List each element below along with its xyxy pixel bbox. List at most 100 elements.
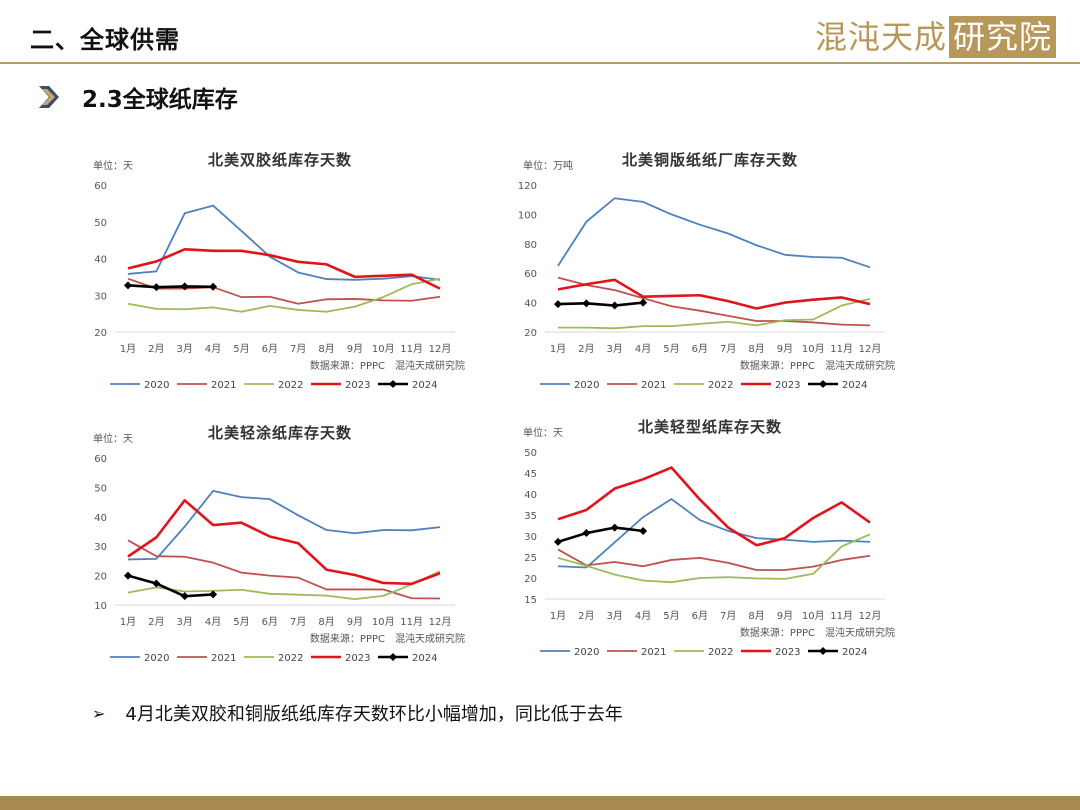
data-point-2024 [582, 299, 591, 308]
series-line-2024 [127, 284, 214, 289]
y-tick-label: 50 [524, 448, 537, 459]
y-tick-label: 30 [524, 532, 537, 543]
series-line-2024 [127, 574, 214, 598]
data-point-2024 [554, 300, 562, 309]
y-tick-label: 50 [94, 483, 107, 494]
data-point-2024 [152, 283, 161, 292]
series-line-2023 [127, 499, 441, 586]
x-tick-label: 1月 [550, 343, 566, 355]
y-tick-label: 60 [94, 181, 107, 192]
data-point-2024 [180, 282, 189, 291]
x-tick-label: 3月 [177, 343, 193, 355]
series-line-2022 [127, 277, 441, 313]
series-line-2023 [127, 248, 441, 290]
legend-marker [819, 647, 827, 655]
y-tick-label: 10 [94, 601, 107, 612]
source-label: 数据来源：PPPC 混沌天成研究院 [739, 628, 895, 639]
x-tick-label: 11月 [830, 343, 853, 355]
legend-label: 2022 [708, 380, 733, 391]
legend-label: 2021 [211, 653, 236, 664]
legend-label: 2023 [345, 380, 370, 391]
x-tick-label: 9月 [777, 343, 793, 355]
x-tick-label: 4月 [635, 343, 651, 355]
x-tick-label: 10月 [802, 343, 825, 355]
x-tick-label: 8月 [748, 343, 764, 355]
y-tick-label: 30 [94, 542, 107, 553]
series-line-2021 [557, 548, 871, 571]
summary-text: 4月北美双胶和铜版纸纸库存天数环比小幅增加，同比低于去年 [125, 704, 623, 725]
chart-double-offset: 北美双胶纸库存天数 单位：天 数据来源：PPPC 混沌天成研究院 20 30 40 50 60… [85, 145, 475, 395]
y-tick-label: 120 [518, 181, 537, 192]
data-point-2024 [209, 282, 218, 291]
chart-coated-paper: 北美铜版纸纸厂库存天数 单位：万吨 数据来源：PPPC 混沌天成研究院 20 40 60 8… [515, 145, 905, 395]
x-tick-label: 2月 [578, 343, 594, 355]
arrow-bullet-icon: ➢ [92, 703, 106, 723]
series-line-2024 [557, 526, 644, 544]
legend-marker [389, 653, 397, 661]
y-tick-label: 40 [524, 490, 537, 501]
y-tick-label: 60 [94, 454, 107, 465]
x-tick-label: 2月 [148, 616, 164, 628]
chart-title: 北美轻型纸库存天数 [637, 418, 782, 436]
legend-label: 2020 [144, 380, 169, 391]
x-tick-label: 8月 [748, 610, 764, 622]
series-line-2022 [557, 533, 871, 584]
legend-label: 2022 [278, 653, 303, 664]
x-tick-label: 5月 [233, 343, 249, 355]
series-line-2023 [557, 466, 871, 547]
x-tick-label: 4月 [205, 343, 221, 355]
data-point-2024 [209, 590, 218, 599]
y-tick-label: 50 [94, 218, 107, 229]
legend-label: 2020 [574, 380, 599, 391]
legend-label: 2024 [412, 653, 437, 664]
chart-svg: 20 40 60 80 100 120 1月 2月 3月 4月 5月 6月 7月 8月 9月 10月 11月 12… [518, 181, 885, 391]
x-tick-label: 12月 [859, 610, 882, 622]
series-line-2023 [557, 278, 871, 310]
x-tick-label: 10月 [372, 343, 395, 355]
x-tick-label: 5月 [663, 610, 679, 622]
chart-title: 北美铜版纸纸厂库存天数 [621, 151, 798, 169]
y-tick-label: 20 [524, 328, 537, 339]
unit-label: 单位：天 [93, 161, 133, 172]
chart-title: 北美轻涂纸库存天数 [207, 424, 352, 442]
y-tick-label: 25 [524, 553, 537, 564]
summary-bullet: ➢ 4月北美双胶和铜版纸纸库存天数环比小幅增加，同比低于去年 [92, 700, 623, 726]
legend-label: 2021 [641, 380, 666, 391]
legend-label: 2023 [345, 653, 370, 664]
footer-bar [0, 796, 1080, 810]
x-tick-label: 4月 [635, 610, 651, 622]
source-label: 数据来源：PPPC 混沌天成研究院 [309, 361, 465, 372]
data-point-2024 [582, 529, 591, 538]
x-tick-label: 5月 [663, 343, 679, 355]
logo-box: 研究院 [948, 16, 1056, 58]
header-divider [0, 62, 1080, 64]
x-tick-label: 6月 [262, 343, 278, 355]
data-point-2024 [610, 523, 619, 532]
x-tick-label: 1月 [120, 343, 136, 355]
source-label: 数据来源：PPPC 混沌天成研究院 [309, 634, 465, 645]
y-tick-label: 40 [94, 255, 107, 266]
x-tick-label: 12月 [429, 616, 452, 628]
x-tick-label: 3月 [177, 616, 193, 628]
series-line-2021 [127, 539, 441, 600]
legend-label: 2020 [144, 653, 169, 664]
chart-svg: 10 20 30 40 50 60 1月 2月 3月 4月 5月 6月 7月 8月 9月 10月 11月 12月 2… [94, 454, 455, 664]
y-tick-label: 40 [94, 513, 107, 524]
x-tick-label: 9月 [347, 343, 363, 355]
y-tick-label: 35 [524, 511, 537, 522]
y-tick-label: 15 [524, 595, 537, 606]
x-tick-label: 1月 [550, 610, 566, 622]
y-tick-label: 60 [524, 269, 537, 280]
x-tick-label: 11月 [830, 610, 853, 622]
data-point-2024 [639, 526, 648, 535]
x-tick-label: 10月 [372, 616, 395, 628]
unit-label: 单位：天 [523, 428, 563, 439]
legend-label: 2021 [641, 647, 666, 658]
series-line-2022 [558, 298, 871, 330]
page-title: 二、全球供需 [30, 26, 180, 54]
legend-label: 2020 [574, 647, 599, 658]
x-tick-label: 7月 [290, 616, 306, 628]
x-tick-label: 2月 [148, 343, 164, 355]
y-tick-label: 20 [94, 328, 107, 339]
x-tick-label: 12月 [429, 343, 452, 355]
